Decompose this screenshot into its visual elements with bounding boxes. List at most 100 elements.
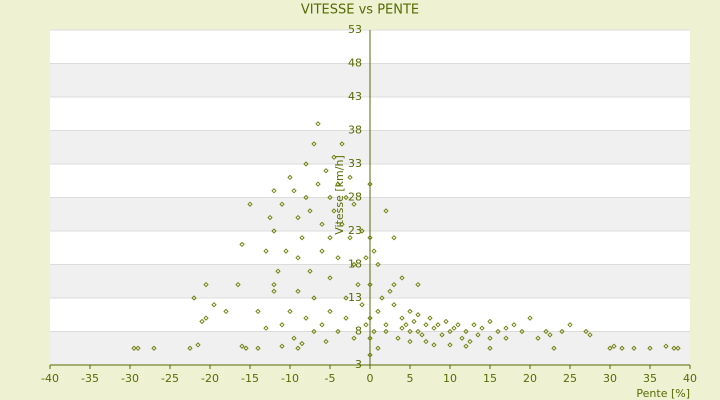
x-axis-label: Pente [%] [636,387,690,400]
point [587,332,593,338]
point [355,281,361,288]
point [331,208,337,214]
point [419,332,425,338]
point [195,342,201,348]
point [331,154,337,160]
point [547,332,553,338]
y-tick-label: 13 [348,291,362,304]
y-axis-label: Vitesse [km/h] [333,155,346,235]
point [427,315,433,321]
point [367,335,373,341]
point [543,328,549,335]
x-tick-label: 10 [443,372,457,385]
x-tick-label: 15 [483,372,497,385]
point [271,188,277,194]
point [487,335,493,341]
point [359,228,365,234]
point [199,318,205,325]
point [415,328,421,335]
point [279,343,285,349]
point [335,255,341,261]
x-tick-label: -40 [41,372,59,385]
point [423,338,429,345]
point [367,315,373,321]
point [675,345,681,351]
point [275,268,281,274]
point [203,315,209,321]
x-tick-label: -30 [121,372,139,385]
point [255,345,261,351]
point [559,328,565,335]
point [295,345,301,351]
x-tick-label: 35 [643,372,657,385]
point [435,322,441,328]
point [187,345,193,351]
point [375,345,381,351]
point [399,275,405,281]
point [415,312,421,318]
point [511,322,517,328]
point [283,248,289,254]
point [319,248,325,254]
x-tick-label: 5 [407,372,414,385]
point [455,322,461,328]
point [463,343,469,349]
point [367,235,373,241]
point [303,315,309,321]
point [287,308,293,315]
point [211,302,217,308]
point [439,332,445,338]
point [347,235,353,241]
point [387,288,393,294]
point [323,168,329,174]
point [423,322,429,328]
point [327,275,333,281]
point [319,221,325,227]
x-tick-label: 0 [367,372,374,385]
point [343,295,349,301]
point [487,345,493,351]
x-tick-label: -10 [281,372,299,385]
point [631,345,637,351]
x-tick-label: 40 [683,372,697,385]
point [339,221,345,227]
point [351,261,357,268]
point [279,322,285,328]
point [535,335,541,341]
point [447,328,453,335]
point [235,281,241,288]
point [311,328,317,335]
point [291,335,297,341]
y-tick-label: 33 [348,157,362,170]
point [607,345,613,351]
point [311,141,317,147]
point [567,322,573,328]
point [135,345,141,351]
point [315,181,321,187]
point [299,235,305,241]
point [647,345,653,351]
y-tick-label: 53 [348,23,362,36]
y-tick-label: 23 [348,224,362,237]
point [151,345,157,351]
point [299,340,305,347]
point [411,318,417,325]
point [367,281,373,288]
point [447,342,453,348]
point [343,194,349,201]
point [407,308,413,315]
point [303,161,309,167]
x-tick-label: -35 [81,372,99,385]
point [407,338,413,345]
point [263,325,269,331]
point [359,302,365,308]
point [479,325,485,331]
point [263,248,269,254]
point [335,181,341,187]
point [451,325,457,331]
point [367,181,373,187]
y-tick-label: 38 [348,124,362,137]
point [399,325,405,331]
